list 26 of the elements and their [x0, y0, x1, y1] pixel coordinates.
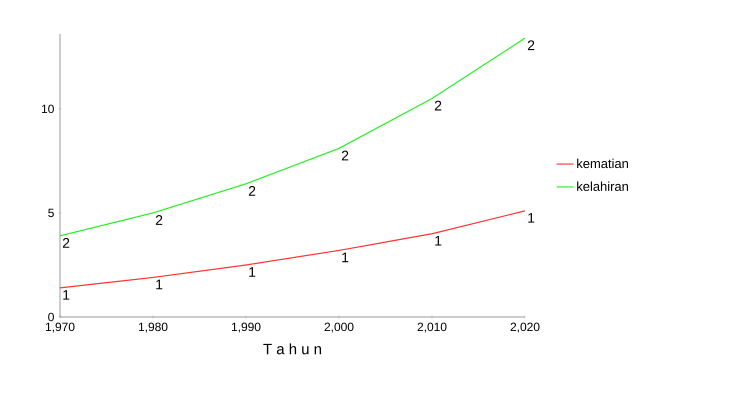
x-axis-title: T a h u n [263, 343, 322, 354]
x-tick-label: 2,020 [510, 322, 540, 333]
annotation: 2 [528, 40, 534, 50]
annotation: 2 [342, 150, 348, 160]
line-series [59, 210, 526, 288]
annotation: 2 [434, 100, 442, 110]
annotation: 1 [528, 213, 534, 223]
annotation: 2 [62, 238, 70, 248]
annotation: 2 [248, 186, 256, 196]
y-tick-label: 10 [42, 104, 54, 114]
annotation: 1 [249, 267, 256, 277]
x-tick-label: 1,970 [46, 322, 74, 333]
annotation: 1 [435, 236, 442, 246]
x-tick-label: 2,000 [324, 322, 354, 333]
annotation: 1 [156, 280, 162, 290]
legend-label: kelahiran [577, 181, 628, 191]
annotation: 2 [156, 215, 162, 225]
y-tick-label: 0 [48, 312, 54, 322]
x-tick-label: 1,980 [138, 322, 168, 333]
x-tick-label: 1,990 [232, 322, 260, 333]
x-tick-label: 2,010 [418, 322, 446, 333]
annotation: 1 [342, 252, 348, 262]
line-series [59, 38, 526, 236]
y-tick-label: 5 [48, 208, 54, 218]
legend-label: kematian [577, 158, 628, 168]
annotation: 1 [63, 290, 70, 300]
